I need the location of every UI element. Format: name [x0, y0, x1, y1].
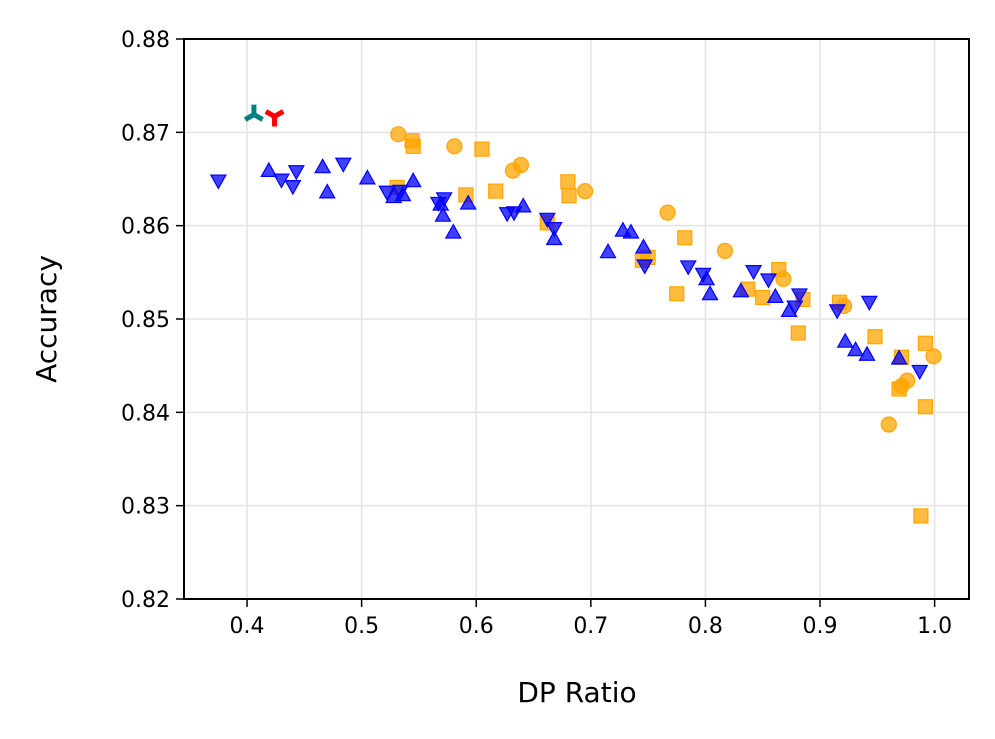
blue-triangles-down-point — [790, 288, 808, 304]
orange-squares-point — [917, 335, 934, 351]
blue-triangles-up-point — [622, 223, 640, 239]
blue-triangles-up-point — [701, 285, 719, 301]
blue-triangles-up-point — [260, 161, 278, 178]
blue-triangles-up-point — [385, 187, 403, 204]
blue-triangles-up-point — [766, 287, 784, 304]
blue-triangles-down-point — [911, 364, 929, 381]
x-axis-label: DP Ratio — [517, 676, 636, 709]
x-tick-label: 0.5 — [344, 614, 379, 639]
y-tick-label: 0.82 — [121, 588, 170, 613]
blue-triangles-down-point — [545, 222, 563, 238]
blue-triangles-down-point — [694, 267, 712, 283]
blue-triangles-down-point — [392, 184, 410, 200]
red-tri-marker-point — [264, 109, 285, 127]
x-tick-label: 0.9 — [803, 614, 838, 639]
orange-squares-point — [560, 174, 576, 190]
orange-squares-point — [474, 141, 490, 157]
x-tick-label: 0.4 — [230, 614, 265, 639]
blue-triangles-up-point — [635, 238, 653, 254]
blue-triangles-down-point — [745, 264, 763, 281]
x-tick-label: 0.8 — [688, 614, 723, 639]
blue-triangles-up-point — [599, 243, 617, 259]
y-tick-label: 0.84 — [121, 401, 170, 426]
blue-triangles-up-point — [732, 282, 750, 298]
axis-ticks: 0.4 0.5 0.6 0.7 0.8 0.9 1.0 0.82 0.83 0.84 0.85 0.8… — [121, 28, 952, 639]
blue-triangles-down-point — [505, 206, 523, 222]
orange-squares-point — [669, 286, 685, 302]
blue-triangles-down-point — [378, 185, 396, 201]
blue-triangles-up-point — [314, 158, 332, 174]
blue-triangles-down-point — [828, 304, 846, 320]
blue-triangles-down-point — [786, 300, 804, 316]
orange-squares-point — [891, 381, 907, 397]
orange-squares-point — [771, 261, 787, 278]
orange-circles-point — [716, 242, 734, 259]
blue-triangles-down-point — [287, 165, 305, 181]
orange-squares-point — [790, 325, 806, 341]
blue-triangles-up-point — [358, 169, 376, 185]
x-tick-label: 0.6 — [459, 614, 494, 639]
blue-triangles-up-point — [847, 341, 865, 357]
blue-triangles-down-point — [209, 174, 227, 190]
blue-triangles-up-point — [404, 172, 422, 188]
orange-squares-point — [488, 183, 504, 199]
orange-circles-point — [390, 126, 407, 143]
teal-tri-marker-point — [243, 104, 264, 122]
orange-circles-point — [576, 183, 594, 200]
orange-circles-point — [659, 204, 676, 221]
orange-squares-point — [561, 188, 577, 204]
blue-triangles-down-point — [759, 273, 777, 289]
blue-triangles-up-point — [890, 349, 908, 365]
blue-triangles-down-point — [284, 180, 302, 196]
x-tick-label: 1.0 — [917, 614, 952, 639]
orange-squares-point — [405, 138, 421, 154]
orange-squares-point — [755, 289, 771, 306]
y-axis-label: Accuracy — [30, 255, 63, 383]
blue-triangles-up-point — [434, 206, 452, 222]
orange-circles-point — [504, 162, 521, 179]
orange-circles-point — [446, 138, 463, 155]
orange-squares-point — [913, 508, 929, 524]
blue-triangles-down-point — [334, 157, 352, 173]
blue-triangles-down-point — [538, 212, 556, 228]
blue-triangles-up-point — [318, 183, 336, 199]
y-tick-label: 0.83 — [121, 495, 170, 520]
orange-circles-point — [925, 348, 942, 365]
grid-lines — [184, 39, 969, 599]
blue-triangles-up-point — [858, 345, 876, 361]
y-tick-label: 0.86 — [121, 215, 170, 240]
blue-triangles-down-point — [679, 260, 697, 276]
orange-squares-point — [917, 399, 934, 415]
y-tick-label: 0.88 — [121, 28, 170, 53]
orange-circles-point — [880, 416, 897, 433]
blue-triangles-down-point — [636, 259, 654, 275]
blue-triangles-up-point — [545, 229, 563, 246]
blue-triangles-up-point — [836, 332, 854, 348]
blue-triangles-down-point — [860, 295, 878, 311]
blue-triangles-up-point — [444, 223, 462, 239]
data-points — [209, 104, 942, 524]
blue-triangles-down-point — [435, 192, 453, 208]
orange-squares-point — [677, 230, 693, 246]
orange-squares-point — [867, 329, 883, 345]
x-tick-label: 0.7 — [573, 614, 608, 639]
y-tick-label: 0.85 — [121, 308, 170, 333]
y-tick-label: 0.87 — [121, 121, 170, 146]
blue-triangles-up-point — [459, 194, 477, 210]
